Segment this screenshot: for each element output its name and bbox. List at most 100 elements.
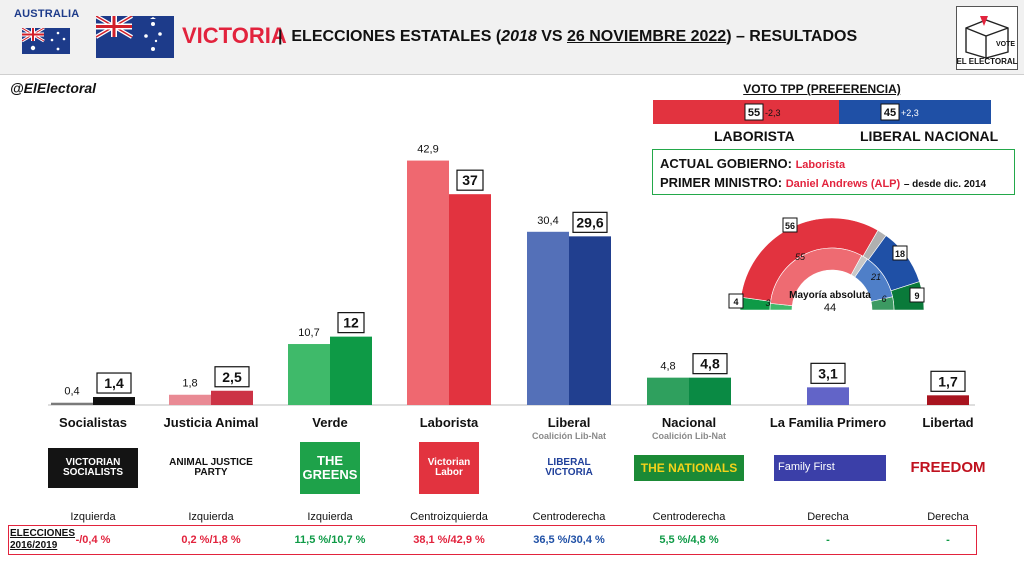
- party-ideology: Centroizquierda: [410, 511, 488, 523]
- prev-election-value: 38,1 %/42,9 %: [413, 534, 485, 546]
- hemicycle-seat-box: [892, 245, 908, 261]
- bar-label-box-2022: [692, 353, 728, 375]
- title-state: VICTORIA: [182, 23, 287, 48]
- prev-election-value: 0,2 %/1,8 %: [181, 534, 241, 546]
- bar-label-2018: 10,7: [298, 327, 319, 339]
- party-logo: THE GREENS: [300, 442, 360, 494]
- tpp-title: VOTO TPP (PREFERENCIA): [743, 82, 901, 96]
- party-logo: Victorian Labor: [419, 442, 479, 494]
- prime-minister-line: PRIMER MINISTRO: Daniel Andrews (ALP) – …: [660, 175, 987, 190]
- party-name: Nacional: [661, 415, 717, 430]
- el-electoral-logo-icon: VOTE: [956, 6, 1018, 70]
- hemicycle-segment: [870, 296, 895, 311]
- bar-label-box-2022: [96, 372, 132, 394]
- bar-2022: [449, 194, 491, 405]
- hemicycle-seat-count: 56: [785, 221, 795, 231]
- party-logo: VICTORIAN SOCIALISTS: [48, 448, 138, 488]
- bar-label-2018: 42,9: [417, 144, 438, 156]
- party-ideology: Derecha: [927, 511, 969, 523]
- party-ideology: Izquierda: [70, 511, 116, 523]
- party-name: La Familia Primero: [769, 415, 887, 430]
- party-logo: LIBERAL VICTORIA: [524, 442, 614, 494]
- bar-2022: [689, 377, 731, 405]
- bar-2022: [330, 336, 372, 405]
- hemicycle-seat-box: [728, 293, 744, 309]
- prev-election-value: 11,5 %/10,7 %: [294, 534, 366, 546]
- bar-2018: [407, 160, 449, 405]
- party-name: Libertad: [922, 415, 974, 430]
- prev-elections-label: ELECCIONES 2016/2019: [10, 528, 76, 551]
- bar-label-box-2022: [572, 211, 608, 233]
- tpp-right-value: 45: [884, 107, 896, 119]
- party-name: Verde: [312, 415, 348, 430]
- hemicycle-old-seat-count: 55: [795, 252, 806, 262]
- party-logo: THE NATIONALS: [634, 455, 744, 481]
- party-logo: Family First: [774, 455, 886, 481]
- bar-label-box-2022: [337, 312, 365, 334]
- hemicycle-seat-box: [782, 217, 798, 233]
- tpp-right-bar: [839, 100, 991, 124]
- party-subtitle: Coalición Lib-Nat: [532, 431, 606, 441]
- hemicycle-old-seat-count: 21: [870, 272, 881, 282]
- prev-election-value: 5,5 %/4,8 %: [659, 534, 719, 546]
- bar-label-2022: 4,8: [700, 356, 720, 372]
- bar-2018: [288, 344, 330, 405]
- bar-label-2022: 2,5: [222, 369, 242, 385]
- bar-label-2022: 29,6: [576, 214, 603, 230]
- handle-label: @ElElectoral: [10, 80, 97, 96]
- bar-label-2018: 1,8: [182, 378, 197, 390]
- bar-label-2018: 0,4: [64, 386, 79, 398]
- party-ideology: Izquierda: [307, 511, 353, 523]
- bar-label-2022: 37: [462, 172, 478, 188]
- bar-label-2018: 4,8: [660, 361, 675, 373]
- hemicycle-old-seat-count: 6: [881, 294, 886, 304]
- bar-2018: [647, 377, 689, 405]
- bar-2022: [927, 395, 969, 405]
- tpp-bar: 55 -2,3 45 +2,3: [653, 100, 991, 124]
- government-box: [652, 149, 1015, 195]
- government-line: ACTUAL GOBIERNO: Laborista: [660, 156, 846, 171]
- party-name: Laborista: [419, 415, 479, 430]
- page-title: | ELECCIONES ESTATALES (2018 VS 26 NOVIE…: [278, 28, 858, 45]
- bar-label-box-2022: [456, 169, 484, 191]
- tpp-left-change: -2,3: [765, 108, 781, 118]
- party-logo: FREEDOM: [903, 455, 993, 481]
- bar-label-2022: 12: [343, 315, 359, 331]
- party-logo: ANIMAL JUSTICE PARTY: [166, 448, 256, 488]
- tpp-left-value: 55: [748, 107, 760, 119]
- party-ideology: Izquierda: [188, 511, 234, 523]
- bar-2022: [211, 390, 253, 405]
- party-ideology: Centroderecha: [652, 511, 726, 523]
- majority-value: 44: [823, 302, 837, 314]
- bar-label-box-2022: [214, 366, 250, 388]
- bar-2022: [807, 387, 849, 405]
- majority-label: Mayoría absoluta: [789, 290, 871, 301]
- country-label: AUSTRALIA: [14, 8, 80, 20]
- party-name: Liberal: [547, 415, 591, 430]
- logo-vote-text: VOTE: [996, 41, 1015, 48]
- hemicycle-seat-count: 18: [895, 249, 905, 259]
- party-ideology: Centroderecha: [532, 511, 606, 523]
- prev-election-value: -/0,4 %: [75, 534, 111, 546]
- australia-flag-icon: [22, 28, 70, 54]
- hemicycle-seat-box: [909, 287, 925, 303]
- party-name: Justicia Animal: [163, 415, 259, 430]
- party-subtitle: Coalición Lib-Nat: [652, 431, 726, 441]
- bar-label-2022: 1,7: [938, 373, 958, 389]
- hemicycle-seat-count: 4: [733, 297, 738, 307]
- party-name: Socialistas: [59, 415, 127, 430]
- bar-label-box-2022: [930, 370, 966, 392]
- prev-election-value: -: [946, 534, 950, 546]
- bar-label-2022: 3,1: [818, 365, 838, 381]
- prev-election-value: -: [826, 534, 830, 546]
- hemicycle-old-seat-count: 3: [765, 298, 770, 308]
- victoria-flag-icon: [96, 16, 174, 58]
- bar-label-box-2022: [810, 362, 846, 384]
- bar-2018: [169, 394, 211, 405]
- prev-elections-row: [8, 525, 977, 555]
- hemicycle-seat-count: 9: [914, 291, 919, 301]
- tpp-right-label: LIBERAL NACIONAL: [860, 128, 999, 144]
- bar-2018: [527, 231, 569, 405]
- parliament-hemicycle: 4 56 18 9 3 55 21 6: [728, 217, 925, 311]
